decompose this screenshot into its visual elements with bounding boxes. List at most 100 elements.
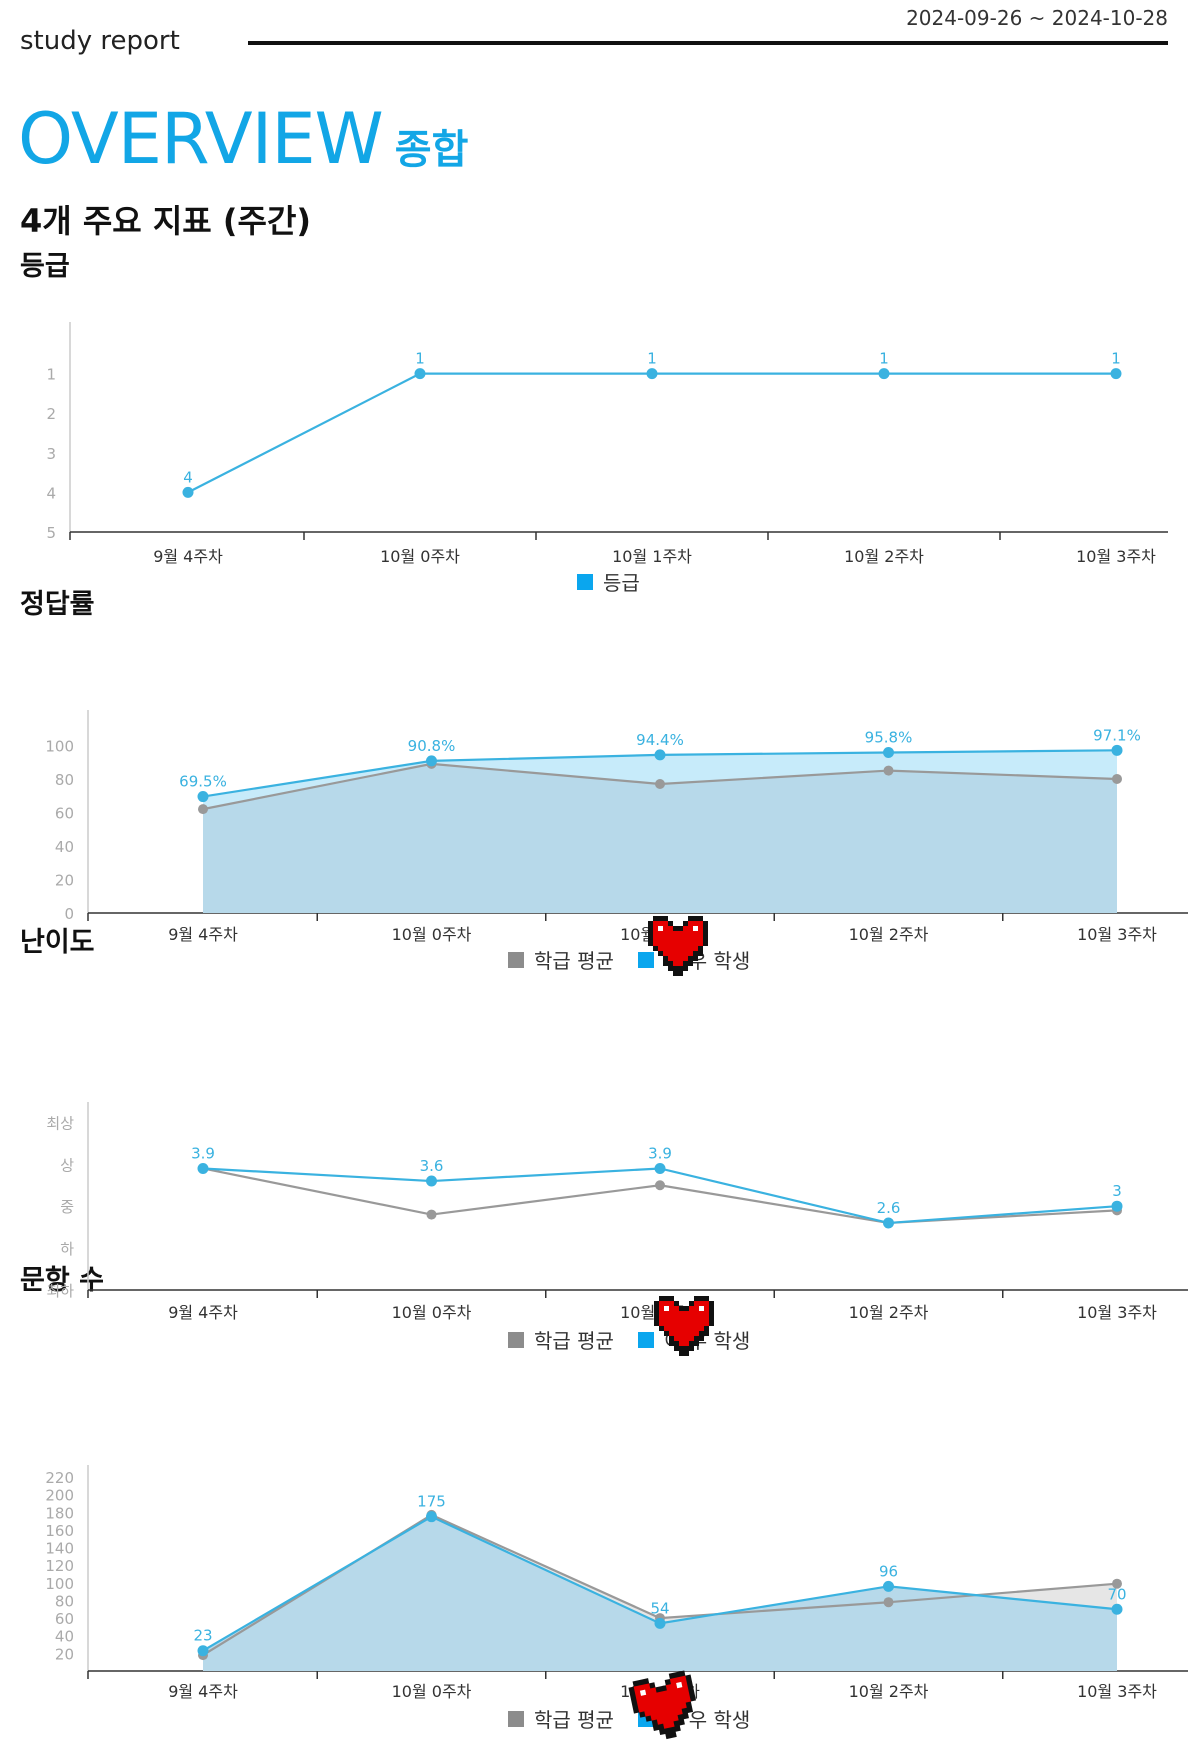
x-tick-label: 10월 3주차 [1076, 547, 1156, 566]
overlap-area [203, 1516, 1117, 1671]
date-range: 2024-09-26 ~ 2024-10-28 [906, 6, 1168, 30]
x-tick-label: 10월 0주차 [380, 547, 460, 566]
x-tick-label: 10월 3주차 [1077, 1303, 1157, 1322]
student-point [1111, 1200, 1123, 1212]
data-label: 3.9 [191, 1144, 215, 1162]
data-label: 1 [415, 350, 425, 368]
y-tick-label: 80 [55, 1592, 74, 1610]
student-point [197, 1162, 209, 1174]
y-tick-label: 140 [45, 1540, 74, 1558]
data-label: 95.8% [865, 728, 913, 746]
y-tick-label: 20 [55, 871, 74, 889]
data-label: 1 [1111, 350, 1121, 368]
overview-heading: OVERVIEW 종합 [18, 98, 468, 180]
average-point [198, 804, 208, 815]
student-point [182, 486, 194, 498]
legend-label: 학급 평균 [534, 949, 614, 973]
data-label: 3.6 [420, 1157, 444, 1175]
average-point [1112, 1578, 1122, 1589]
data-label: 3.9 [648, 1144, 672, 1162]
student-point [414, 368, 426, 380]
average-point [655, 778, 665, 789]
average-area [203, 763, 1117, 913]
y-tick-label: 40 [55, 838, 74, 856]
difficulty-section-title: 난이도 [20, 927, 95, 958]
questions-section-title: 문항 수 [20, 1265, 104, 1296]
data-label: 2.6 [877, 1199, 901, 1217]
y-tick-label: 4 [46, 484, 56, 502]
student-point [654, 1617, 666, 1629]
y-tick-label: 180 [45, 1504, 74, 1522]
data-label: 70 [1107, 1585, 1126, 1603]
student-point [878, 368, 890, 380]
data-label: 54 [650, 1599, 669, 1617]
student-point [883, 746, 894, 758]
y-tick-label: 200 [45, 1487, 74, 1505]
legend-label: 학급 평균 [534, 1708, 614, 1732]
data-label: 1 [647, 350, 657, 368]
student-point [197, 791, 209, 803]
data-label: 97.1% [1093, 726, 1141, 744]
page-subtitle: 4개 주요 지표 (주간) [20, 202, 312, 240]
grade-section-title: 등급 [20, 251, 70, 282]
x-tick-label: 10월 0주차 [392, 925, 472, 944]
legend-label: 등급 [603, 571, 640, 595]
legend-swatch [508, 952, 524, 968]
overview-title: OVERVIEW [18, 98, 384, 180]
y-tick-label: 2 [46, 405, 56, 423]
data-label: 96 [879, 1562, 898, 1580]
accuracy-section-title: 정답률 [20, 589, 95, 620]
y-tick-label: 0 [64, 905, 74, 923]
data-label: 175 [417, 1493, 446, 1511]
y-tick-label: 20 [55, 1645, 74, 1663]
overview-title-ko: 종합 [394, 127, 469, 173]
y-tick-label: 3 [46, 445, 56, 463]
student-point [197, 1645, 209, 1657]
x-tick-label: 10월 2주차 [849, 1682, 929, 1701]
y-tick-label: 100 [45, 737, 74, 755]
average-point [1112, 773, 1122, 784]
x-tick-label: 9월 4주차 [168, 1303, 238, 1322]
y-tick-label: 100 [45, 1575, 74, 1593]
student-point [426, 1175, 437, 1187]
pixel-heart-icon [648, 916, 708, 976]
x-tick-label: 10월 2주차 [849, 925, 929, 944]
x-tick-label: 10월 0주차 [392, 1682, 472, 1701]
x-tick-label: 9월 4주차 [168, 1682, 238, 1701]
x-tick-label: 10월 1주차 [612, 547, 692, 566]
student-point [426, 1511, 437, 1523]
grade-chart: 1 2 3 4 5 9월 4주차 10월 0주차 10월 1주차 10월 2주차 10월 3주차 4… [46, 322, 1168, 595]
x-tick-label: 10월 3주차 [1077, 925, 1157, 944]
x-tick-label: 10월 2주차 [849, 1303, 929, 1322]
y-tick-label: 1 [46, 366, 56, 384]
student-series-line [187, 372, 1116, 494]
student-point [654, 749, 666, 761]
data-label: 94.4% [636, 731, 684, 749]
y-tick-label: 최상 [46, 1114, 74, 1132]
student-point [654, 1162, 666, 1174]
y-tick-label: 5 [46, 524, 56, 542]
x-tick-label: 10월 0주차 [392, 1303, 472, 1322]
data-label: 69.5% [179, 773, 227, 791]
x-tick-label: 10월 2주차 [844, 547, 924, 566]
data-label: 23 [193, 1627, 212, 1645]
average-point [883, 1597, 894, 1608]
report-brand: study report [20, 26, 180, 56]
y-tick-label: 하 [60, 1240, 74, 1258]
student-point [883, 1217, 894, 1229]
x-tick-label: 9월 4주차 [168, 925, 238, 944]
y-tick-label: 120 [45, 1557, 74, 1575]
average-point [655, 1180, 665, 1191]
header-divider [248, 41, 1168, 45]
y-tick-label: 40 [55, 1628, 74, 1646]
y-tick-label: 중 [60, 1198, 74, 1216]
x-tick-label: 10월 3주차 [1077, 1682, 1157, 1701]
x-tick-label: 9월 4주차 [153, 547, 223, 566]
average-point [883, 765, 894, 776]
student-point [1111, 1603, 1123, 1615]
legend-swatch [577, 574, 593, 590]
legend-swatch [508, 1711, 524, 1727]
